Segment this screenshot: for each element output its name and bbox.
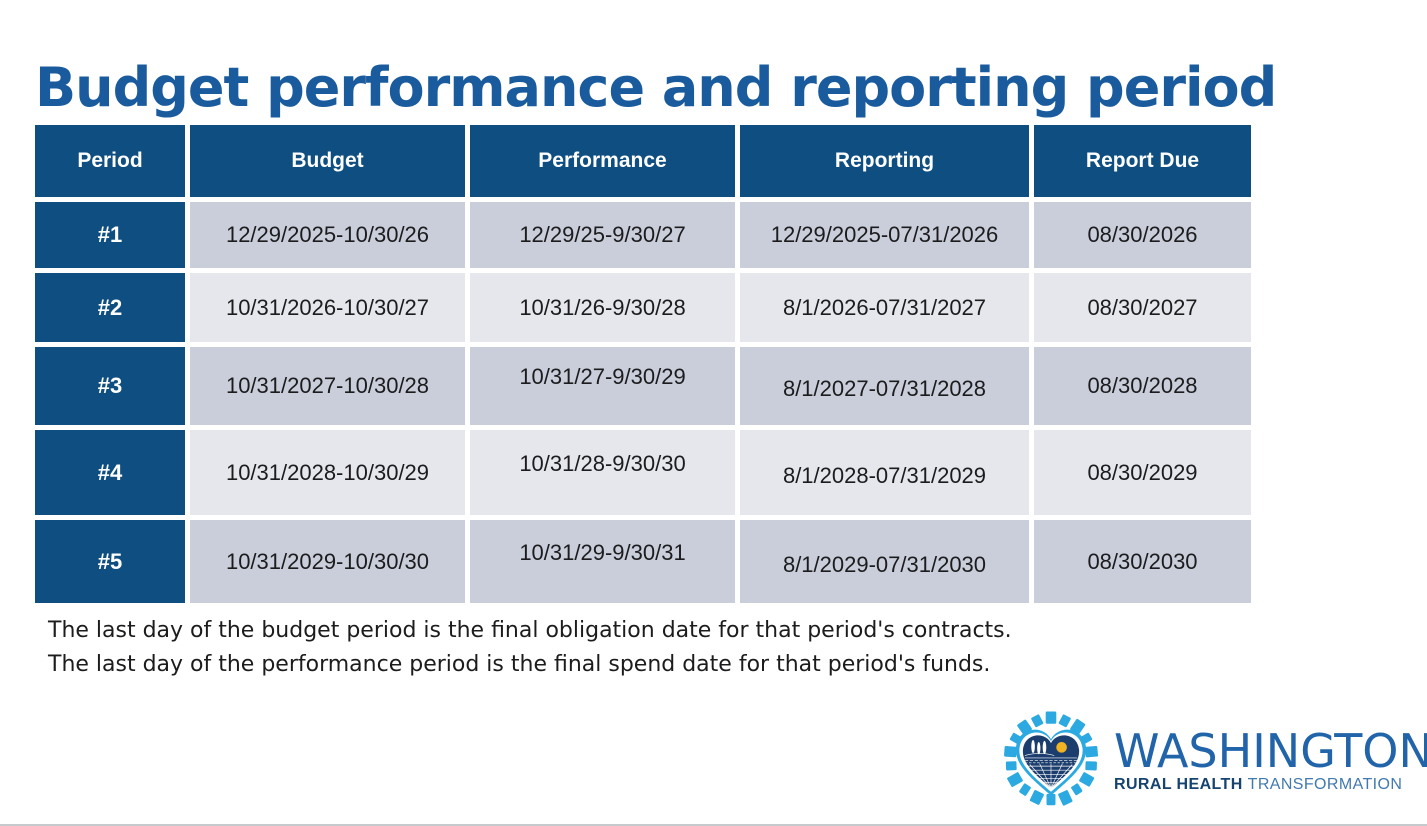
performance-cell: 10/31/27-9/30/29 — [470, 347, 735, 425]
performance-cell: 10/31/28-9/30/30 — [470, 430, 735, 515]
budget-cell: 10/31/2029-10/30/30 — [190, 520, 465, 603]
report-due-cell: 08/30/2026 — [1034, 202, 1251, 268]
performance-text: 10/31/27-9/30/29 — [519, 364, 686, 389]
performance-text: 10/31/29-9/30/31 — [519, 539, 686, 565]
performance-cell: 10/31/29-9/30/31 — [470, 520, 735, 603]
budget-cell: 12/29/2025-10/30/26 — [190, 202, 465, 268]
reporting-text: 8/1/2027-07/31/2028 — [782, 376, 987, 401]
logo-subtitle: RURAL HEALTH TRANSFORMATION — [1114, 776, 1427, 794]
footnote-performance-period: The last day of the performance period i… — [48, 652, 991, 677]
logo-subtitle-bold: RURAL HEALTH — [1114, 775, 1243, 793]
report-due-cell: 08/30/2028 — [1034, 347, 1251, 425]
header-cell-performance: Performance — [470, 125, 735, 197]
period-cell: #2 — [35, 273, 185, 342]
reporting-cell: 8/1/2026-07/31/2027 — [740, 273, 1029, 342]
logo-name: WASHINGTON — [1114, 723, 1427, 778]
budget-cell: 10/31/2026-10/30/27 — [190, 273, 465, 342]
performance-cell: 12/29/25-9/30/27 — [470, 202, 735, 268]
header-cell-budget: Budget — [190, 125, 465, 197]
performance-cell: 10/31/26-9/30/28 — [470, 273, 735, 342]
budget-reporting-table: Period Budget Performance Reporting Repo… — [35, 125, 1251, 603]
reporting-cell: 8/1/2028-07/31/2029 — [740, 430, 1029, 515]
reporting-cell: 12/29/2025-07/31/2026 — [740, 202, 1029, 268]
reporting-text: 8/1/2028-07/31/2029 — [782, 462, 987, 488]
header-cell-report-due: Report Due — [1034, 125, 1251, 197]
report-due-cell: 08/30/2029 — [1034, 430, 1251, 515]
reporting-cell: 8/1/2027-07/31/2028 — [740, 347, 1029, 425]
report-due-cell: 08/30/2030 — [1034, 520, 1251, 603]
header-cell-reporting: Reporting — [740, 125, 1029, 197]
period-cell: #3 — [35, 347, 185, 425]
reporting-text: 8/1/2029-07/31/2030 — [782, 551, 987, 577]
header-cell-period: Period — [35, 125, 185, 197]
period-cell: #4 — [35, 430, 185, 515]
page-title: Budget performance and reporting period — [35, 56, 1277, 120]
report-due-cell: 08/30/2027 — [1034, 273, 1251, 342]
footnote-budget-period: The last day of the budget period is the… — [48, 618, 1012, 643]
period-cell: #1 — [35, 202, 185, 268]
performance-text: 10/31/28-9/30/30 — [519, 450, 686, 476]
org-logo: WASHINGTON RURAL HEALTH TRANSFORMATION — [998, 708, 1427, 812]
budget-cell: 10/31/2028-10/30/29 — [190, 430, 465, 515]
period-cell: #5 — [35, 520, 185, 603]
logo-subtitle-regular: TRANSFORMATION — [1247, 775, 1403, 793]
reporting-cell: 8/1/2029-07/31/2030 — [740, 520, 1029, 603]
bottom-divider — [0, 824, 1427, 826]
budget-cell: 10/31/2027-10/30/28 — [190, 347, 465, 425]
heart-sunburst-icon — [1004, 711, 1099, 806]
footnotes: The last day of the budget period is the… — [48, 614, 1012, 682]
logo-text: WASHINGTON RURAL HEALTH TRANSFORMATION — [1114, 727, 1427, 794]
